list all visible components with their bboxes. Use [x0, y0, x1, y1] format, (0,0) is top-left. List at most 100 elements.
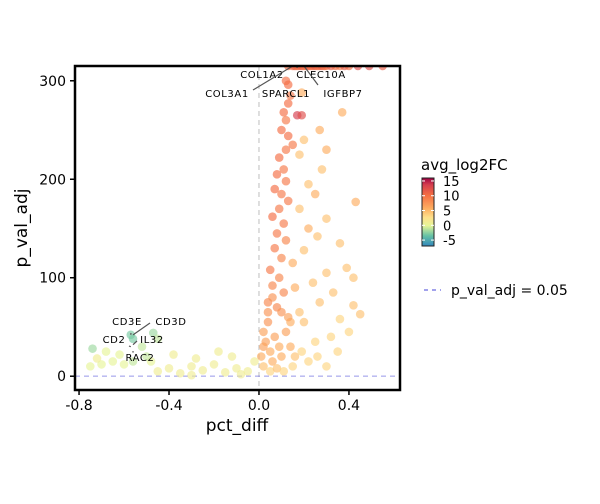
x-tick-label: -0.4 — [155, 398, 182, 414]
gene-label: CD2 — [103, 335, 126, 346]
colorbar-tick-label: 0 — [443, 219, 451, 234]
data-point — [264, 308, 273, 317]
data-point — [270, 244, 279, 253]
data-point — [304, 180, 313, 189]
data-point — [108, 357, 117, 366]
data-point — [322, 362, 331, 371]
data-point — [277, 308, 286, 317]
data-point — [250, 357, 259, 366]
colorbar-tick-label: -5 — [443, 234, 456, 249]
data-point — [286, 342, 295, 351]
data-point — [356, 310, 365, 319]
data-point — [198, 366, 207, 375]
data-point — [275, 204, 284, 213]
data-point — [311, 190, 320, 199]
data-point — [115, 350, 124, 359]
gene-label: IL32 — [140, 335, 164, 346]
data-point — [288, 362, 297, 371]
data-point — [268, 293, 277, 302]
data-point — [88, 344, 97, 353]
data-point — [318, 165, 327, 174]
colorbar — [422, 178, 434, 246]
x-axis: -0.8 -0.4 0.0 0.4 — [65, 390, 360, 414]
data-point — [86, 362, 95, 371]
data-point — [153, 367, 162, 376]
colorbar-tick-label: 15 — [443, 175, 460, 190]
data-point — [336, 239, 345, 248]
data-point — [309, 278, 318, 287]
data-point — [275, 153, 284, 162]
data-point — [268, 281, 277, 290]
data-point — [327, 333, 336, 342]
x-tick-label: 0.4 — [338, 398, 360, 414]
gene-label: CLEC10A — [296, 70, 346, 81]
data-point — [273, 170, 282, 179]
data-point — [187, 371, 196, 380]
x-tick-label: 0.0 — [248, 398, 270, 414]
data-point — [300, 318, 309, 327]
data-point — [279, 288, 288, 297]
data-point — [338, 108, 347, 117]
data-point — [282, 236, 291, 245]
data-point — [297, 111, 306, 120]
data-point — [295, 204, 304, 213]
data-point — [275, 273, 284, 282]
data-point — [315, 126, 324, 135]
x-tick-label: -0.8 — [65, 398, 92, 414]
data-point — [315, 298, 324, 307]
data-point — [277, 126, 286, 135]
gene-label: COL3A1 — [205, 89, 249, 100]
data-point — [279, 367, 288, 376]
data-point — [282, 116, 291, 125]
gene-label: RAC2 — [126, 353, 155, 364]
data-point — [295, 150, 304, 159]
data-point — [192, 354, 201, 363]
data-point — [187, 362, 196, 371]
data-point — [279, 108, 288, 117]
data-point — [210, 360, 219, 369]
data-point — [336, 315, 345, 324]
data-point — [313, 232, 322, 241]
y-axis-title: p_val_adj — [12, 189, 32, 268]
gene-label: IGFBP7 — [323, 89, 362, 100]
data-point — [288, 259, 297, 268]
data-point — [228, 352, 237, 361]
data-point — [270, 333, 279, 342]
y-tick-label: 300 — [39, 74, 66, 90]
data-point — [349, 301, 358, 310]
data-point — [351, 198, 360, 207]
data-point — [284, 197, 293, 206]
data-point — [322, 145, 331, 154]
data-point — [291, 283, 300, 292]
colorbar-tick-label: 5 — [443, 205, 451, 220]
data-point — [275, 342, 284, 351]
data-point — [237, 370, 246, 379]
data-point — [304, 357, 313, 366]
data-point — [311, 337, 320, 346]
data-point — [284, 99, 293, 108]
gene-label: SPARCL1 — [262, 89, 310, 100]
colorbar-tick-label: 10 — [443, 190, 460, 205]
data-point — [259, 328, 268, 337]
data-point — [322, 269, 331, 278]
gene-label: CD3E — [112, 317, 142, 328]
data-point — [259, 342, 268, 351]
data-point — [295, 308, 304, 317]
data-point — [102, 347, 111, 356]
data-point — [349, 273, 358, 282]
data-point — [165, 364, 174, 373]
data-point — [342, 264, 351, 273]
data-point — [297, 347, 306, 356]
line-legend-label: p_val_adj = 0.05 — [451, 283, 568, 299]
data-point — [169, 350, 178, 359]
data-point — [313, 352, 322, 361]
y-tick-label: 100 — [39, 271, 66, 287]
y-tick-label: 0 — [57, 369, 66, 385]
gene-label: CD3D — [155, 317, 186, 328]
color-legend-title: avg_log2FC — [421, 156, 508, 175]
data-point — [282, 328, 291, 337]
data-point — [284, 132, 293, 141]
line-legend: p_val_adj = 0.05 — [424, 283, 568, 299]
